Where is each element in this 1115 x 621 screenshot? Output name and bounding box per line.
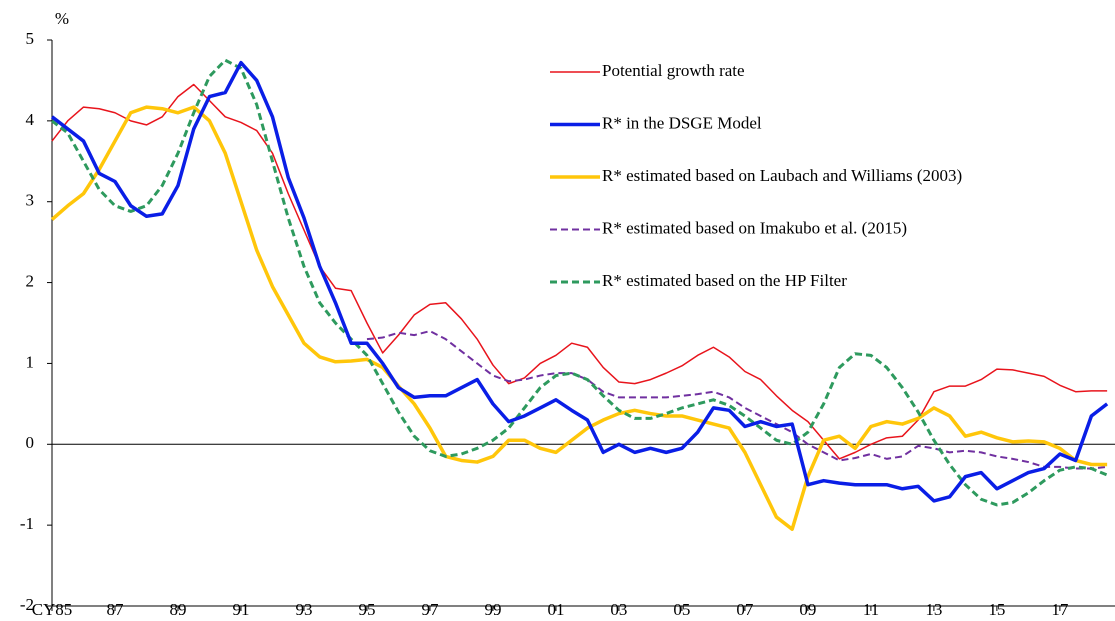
y-tick-label: 0 bbox=[26, 433, 35, 452]
y-tick-label: 1 bbox=[26, 352, 35, 371]
x-tick-label: 07 bbox=[736, 600, 754, 619]
y-tick-label: 2 bbox=[26, 271, 35, 290]
x-tick-label: 89 bbox=[169, 600, 186, 619]
x-tick-label: 99 bbox=[484, 600, 501, 619]
x-tick-label: 03 bbox=[610, 600, 627, 619]
series-line bbox=[366, 330, 1108, 470]
y-tick-label: -1 bbox=[20, 514, 34, 533]
x-tick-label: 91 bbox=[232, 600, 249, 619]
legend-label: Potential growth rate bbox=[602, 61, 745, 80]
x-tick-label: 13 bbox=[925, 600, 942, 619]
y-axis-label: % bbox=[55, 9, 69, 28]
x-tick-label: 95 bbox=[358, 600, 375, 619]
legend-label: R* in the DSGE Model bbox=[602, 113, 762, 132]
series-line bbox=[50, 105, 1108, 531]
x-tick-label: 15 bbox=[988, 600, 1005, 619]
x-tick-label: 17 bbox=[1051, 600, 1069, 619]
series-line bbox=[51, 58, 1108, 507]
y-tick-label: 3 bbox=[26, 191, 35, 210]
series-line bbox=[51, 83, 1108, 460]
series-line bbox=[50, 60, 1109, 503]
x-tick-label: 01 bbox=[547, 600, 564, 619]
x-tick-label: 97 bbox=[421, 600, 439, 619]
y-tick-label: 4 bbox=[26, 110, 35, 129]
x-tick-label: CY85 bbox=[32, 600, 73, 619]
legend-label: R* estimated based on the HP Filter bbox=[602, 271, 847, 290]
y-tick-label: 5 bbox=[26, 29, 35, 48]
x-tick-label: 11 bbox=[863, 600, 879, 619]
legend-label: R* estimated based on Imakubo et al. (20… bbox=[602, 218, 907, 237]
x-tick-label: 93 bbox=[295, 600, 312, 619]
x-tick-label: 87 bbox=[106, 600, 124, 619]
legend-label: R* estimated based on Laubach and Willia… bbox=[602, 166, 962, 185]
x-tick-label: 09 bbox=[799, 600, 816, 619]
x-tick-label: 05 bbox=[673, 600, 690, 619]
y-tick-label: -2 bbox=[20, 595, 34, 614]
